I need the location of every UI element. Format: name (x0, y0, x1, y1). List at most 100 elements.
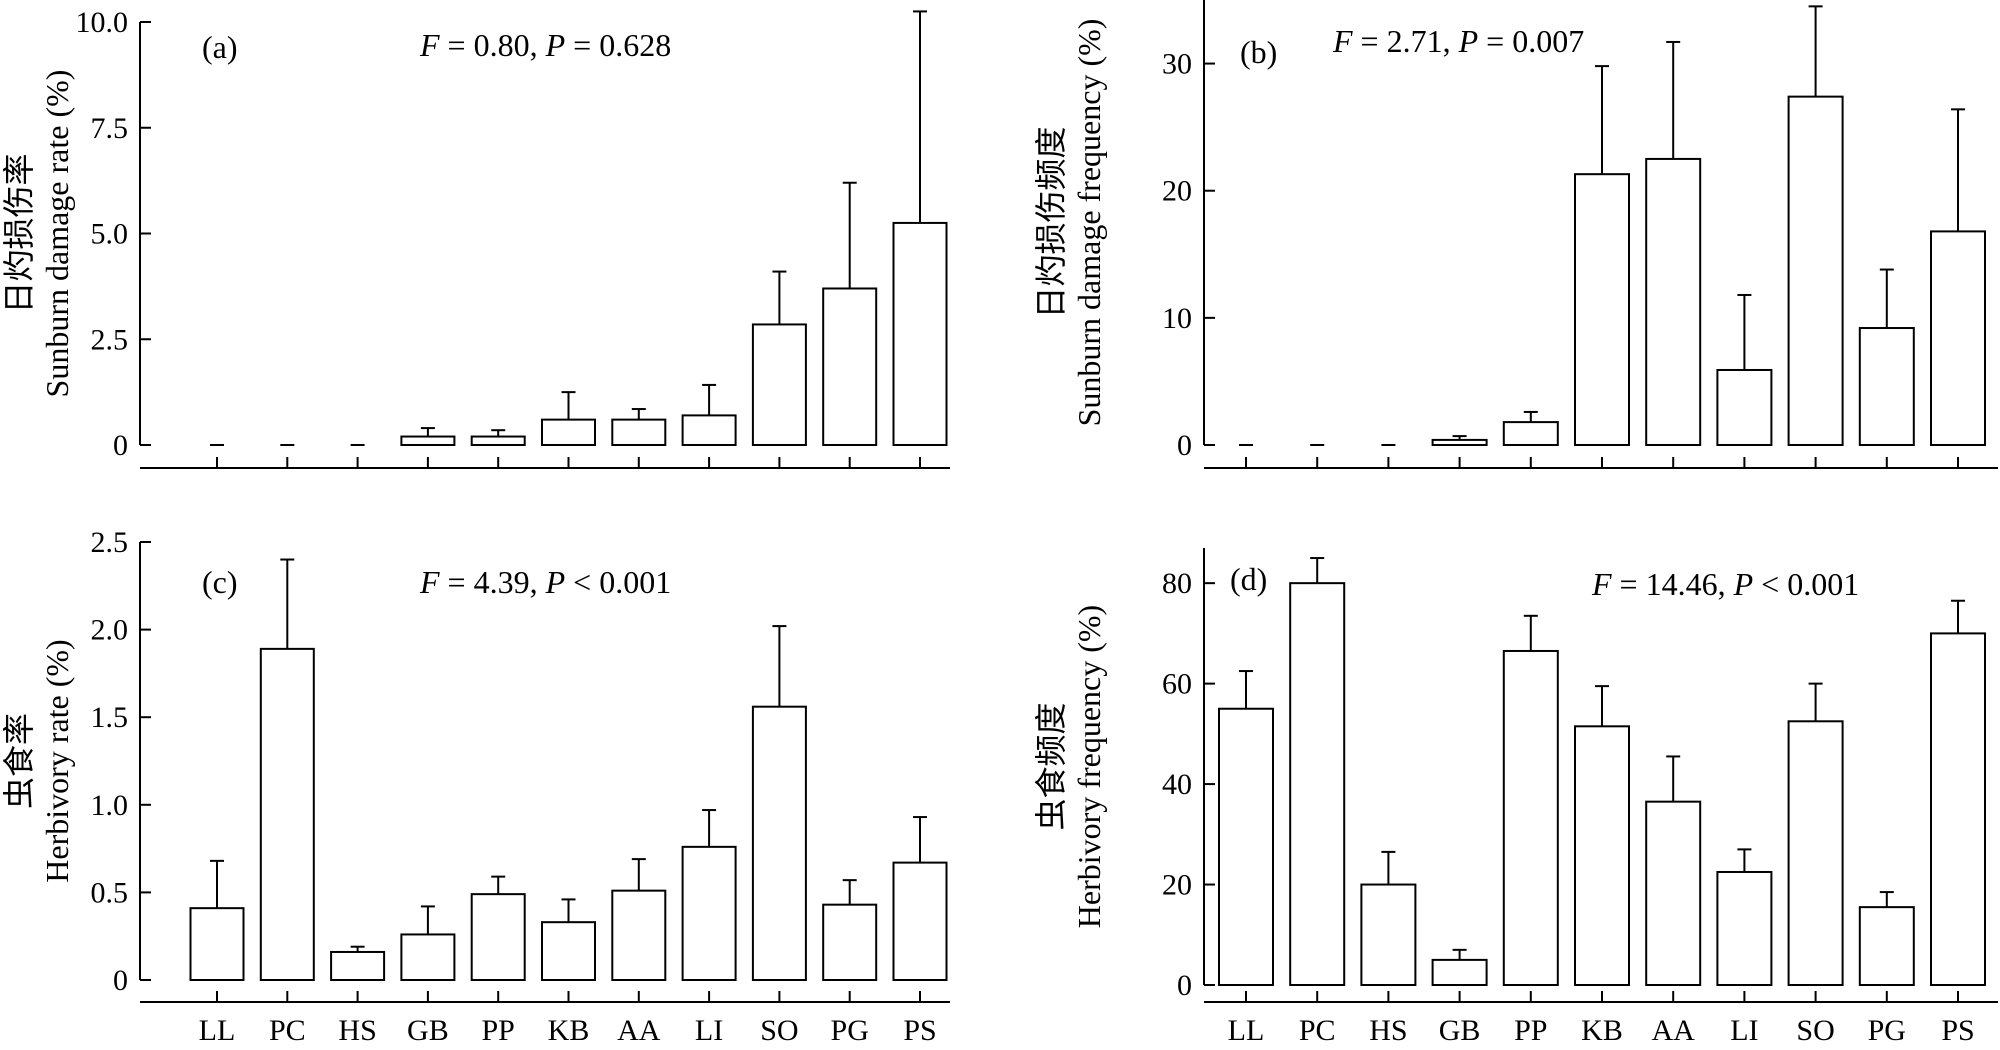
stat-f-value: = 4.39, (440, 564, 546, 600)
stat-f-label: F (419, 27, 440, 63)
x-tick-label-GB: GB (1439, 1014, 1481, 1047)
bar-HS (330, 950, 386, 982)
bar-PS (892, 221, 948, 446)
y-tick-label: 20 (1162, 175, 1192, 208)
y-tick-label: 10 (1162, 302, 1192, 335)
x-tick-label-PG: PG (831, 1014, 869, 1047)
bar-LI (681, 414, 737, 447)
panel-label: (b) (1240, 34, 1277, 70)
bar-SO (751, 323, 807, 447)
panel-a: 0 2.5 5.0 7.5 10.0 日灼损伤率 Sunburn damage rate (… (1, 6, 950, 469)
stat-f-value: = 0.80, (440, 27, 546, 63)
bar-PG (1858, 327, 1915, 446)
bar-LI (681, 845, 737, 982)
bar-HS (1360, 883, 1417, 986)
bar-AA (611, 889, 667, 982)
y-tick-label: 1.0 (91, 789, 129, 822)
y-axis-label-cn: 虫食率 (1, 713, 37, 809)
bar-PG (822, 287, 878, 446)
y-tick-label: 80 (1162, 567, 1192, 600)
y-tick-label: 7.5 (91, 112, 129, 145)
bar-PS (1930, 632, 1986, 986)
panel-c: 0 0.5 1.0 1.5 2.0 2.5 LL PC HS GB PP KB AA LI SO PG PS 虫食… (1, 526, 950, 1047)
bar-AA (611, 418, 667, 446)
stat-p-value: = 0.007 (1478, 23, 1584, 59)
x-tick-label-PP: PP (482, 1014, 515, 1047)
stat-p-value: < 0.001 (1753, 566, 1859, 602)
x-tick-label-LL: LL (1228, 1014, 1265, 1047)
x-tick-label-AA: AA (617, 1014, 661, 1047)
x-tick-label-LI: LI (695, 1014, 723, 1047)
stat-p-label: P (545, 27, 566, 63)
stats-annotation: F = 14.46, P < 0.001 (1591, 566, 1859, 602)
y-tick-label: 0 (113, 429, 128, 462)
y-axis-label-cn: 虫食频度 (1033, 702, 1069, 830)
y-axis-label-en: Sunburn damage frequency (%) (1071, 19, 1107, 427)
panel-d: 0 20 40 60 80 LL PC HS GB PP KB AA LI SO PG PS 虫食频度 Herbi… (1033, 548, 1998, 1047)
x-tick-label-PS: PS (903, 1014, 936, 1047)
x-tick-label-AA: AA (1652, 1014, 1696, 1047)
bar-PS (892, 861, 948, 982)
stats-annotation: F = 4.39, P < 0.001 (419, 564, 671, 600)
y-tick-label: 0 (1177, 429, 1192, 462)
bar-PP (1502, 421, 1559, 447)
stat-f-label: F (1591, 566, 1612, 602)
panel-label: (d) (1230, 561, 1267, 597)
x-tick-label-PS: PS (1941, 1014, 1974, 1047)
y-axis-label-en: Herbivory frequency (%) (1071, 605, 1107, 928)
bar-GB (1431, 438, 1488, 446)
bar-PC (1289, 582, 1346, 987)
x-tick-label-SO: SO (1796, 1014, 1834, 1047)
x-tick-label-KB: KB (548, 1014, 590, 1047)
bar-KB (1574, 173, 1630, 447)
y-axis-label-en: Sunburn damage rate (%) (39, 70, 75, 398)
bar-AA (1645, 157, 1702, 447)
bar-PP (1502, 649, 1559, 986)
bar-SO (1787, 720, 1844, 986)
y-tick-label: 2.5 (91, 323, 129, 356)
x-tick-label-HS: HS (338, 1014, 376, 1047)
bar-AA (1645, 800, 1702, 987)
bar-GB (1431, 958, 1488, 987)
stat-f-label: F (1332, 23, 1353, 59)
x-tick-label-LI: LI (1730, 1014, 1758, 1047)
bar-KB (541, 921, 596, 982)
bar-SO (751, 705, 807, 981)
y-tick-label: 0 (1177, 969, 1192, 1002)
y-tick-label: 0.5 (91, 876, 129, 909)
bar-PP (470, 893, 526, 981)
y-tick-label: 40 (1162, 768, 1192, 801)
stat-p-label: P (1458, 23, 1479, 59)
bar-PG (822, 903, 878, 981)
y-axis-label-en: Herbivory rate (%) (39, 639, 75, 882)
x-tick-label-PC: PC (1299, 1014, 1336, 1047)
x-tick-label-SO: SO (760, 1014, 798, 1047)
stat-f-value: = 2.71, (1353, 23, 1459, 59)
y-tick-label: 5.0 (91, 218, 129, 251)
panel-b: 0 10 20 30 日灼损伤频度 Sunburn damage frequency (%… (1033, 0, 1998, 469)
bar-PC (259, 647, 315, 981)
bar-PS (1930, 230, 1986, 446)
stat-p-value: = 0.628 (565, 27, 671, 63)
bar-GB (400, 933, 456, 981)
y-axis-label-cn: 日灼损伤频度 (1033, 126, 1069, 318)
panel-label: (c) (202, 564, 238, 600)
y-tick-label: 0 (113, 964, 128, 997)
bar-LI (1716, 368, 1773, 446)
bar-LL (189, 907, 245, 982)
stat-f-label: F (419, 564, 440, 600)
x-tick-label-GB: GB (407, 1014, 449, 1047)
y-tick-label: 1.5 (91, 701, 129, 734)
stat-f-value: = 14.46, (1612, 566, 1734, 602)
stat-p-value: < 0.001 (565, 564, 671, 600)
stats-annotation: F = 0.80, P = 0.628 (419, 27, 671, 63)
bar-LI (1716, 870, 1773, 987)
stat-p-label: P (545, 564, 566, 600)
y-tick-label: 20 (1162, 869, 1192, 902)
y-tick-label: 10.0 (76, 6, 129, 39)
stats-annotation: F = 2.71, P = 0.007 (1332, 23, 1584, 59)
stat-p-label: P (1733, 566, 1754, 602)
y-tick-label: 60 (1162, 668, 1192, 701)
panel-label: (a) (202, 29, 238, 65)
